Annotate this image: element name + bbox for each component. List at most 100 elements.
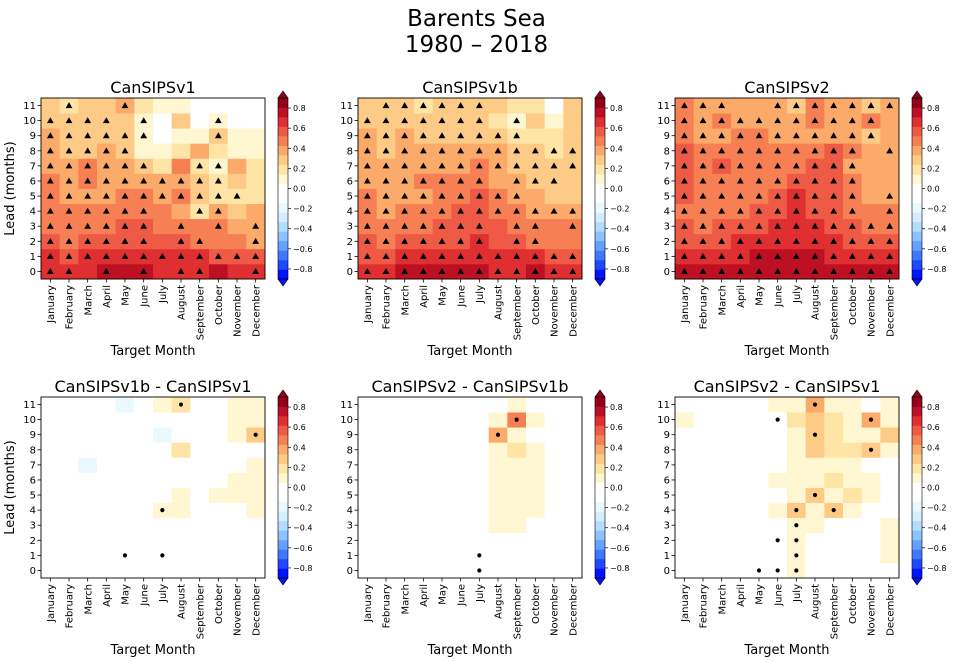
heatmap-cell [395,472,415,488]
triangle-marker [401,162,409,169]
heatmap-cell [880,547,900,564]
triangle-marker [177,222,185,229]
heatmap-cell [843,457,863,473]
triangle-marker [457,192,465,199]
triangle-marker [475,162,483,169]
colorbar-tick-label: −0.4 [610,524,629,533]
y-tick-label: 7 [30,460,36,471]
heatmap-cell [749,532,769,549]
heatmap-cell [227,397,247,413]
colorbar-band [595,416,605,426]
x-tick-label: June [139,285,150,308]
heatmap-cell [488,173,508,189]
heatmap-cell [675,427,695,443]
heatmap-cell [861,188,881,204]
heatmap-cell [544,532,564,549]
x-tick-label: July [158,584,169,603]
heatmap-cell [880,562,900,579]
triangle-marker [774,237,782,244]
heatmap-cell [861,487,881,503]
colorbar-extend-max [277,389,289,398]
colorbar-band [912,221,922,232]
heatmap-cell [526,472,546,488]
colorbar-band [278,397,288,407]
x-tick-label: March [717,584,728,614]
y-tick-label: 2 [347,536,353,547]
triangle-marker [792,207,800,214]
heatmap-cell [78,487,98,503]
y-tick-label: 9 [30,131,36,142]
triangle-marker [867,132,875,139]
triangle-marker [811,192,819,199]
heatmap-cell [693,502,713,519]
triangle-marker [830,268,838,275]
x-tick-label: December [251,583,262,636]
dot-marker [868,417,874,422]
colorbar-band [278,558,288,569]
heatmap-cell [749,442,769,458]
heatmap-cell [824,472,844,488]
heatmap-cell [675,457,695,473]
y-tick-label: 8 [30,445,36,456]
triangle-marker [382,132,390,139]
axes-frame [674,396,900,579]
heatmap-cell [563,397,583,413]
heatmap-cell [153,457,173,473]
colorbar-band [278,492,288,503]
heatmap-cell [731,457,751,473]
triangle-marker [252,237,260,244]
x-tick-label: April [419,584,430,607]
triangle-marker [382,252,390,259]
triangle-marker [382,237,390,244]
heatmap-cell [749,502,769,519]
triangle-marker [140,132,148,139]
colorbar-tick-label: 0.0 [293,185,306,194]
colorbar-band [912,492,922,503]
heatmap-cell [190,547,210,564]
triangle-marker [736,268,744,275]
dot-marker [868,447,874,452]
triangle-marker [867,117,875,124]
heatmap-cell [190,442,210,458]
colorbar-band [912,98,922,108]
heatmap-cell [115,517,135,534]
heatmap-cell [376,562,396,579]
y-tick-label: 6 [664,176,670,187]
heatmap-cell [805,457,825,473]
triangle-marker [811,132,819,139]
heatmap-cell [227,502,247,519]
heatmap-cell [414,427,434,443]
triangle-marker [457,207,465,214]
triangle-marker [214,177,222,184]
triangle-marker [699,252,707,259]
heatmap-cell [843,517,863,534]
heatmap-cell [824,562,844,579]
triangle-marker [419,252,427,259]
axes-frame [357,396,583,579]
heatmap-cell [246,562,266,579]
heatmap-cell [712,547,732,564]
triangle-marker [214,222,222,229]
colorbar-band [912,155,922,165]
heatmap-cell [470,442,490,458]
heatmap-cell [507,562,527,579]
triangle-marker [438,147,446,154]
heatmap-cell [470,487,490,503]
x-tick-label: January [680,584,691,623]
heatmap-cell [59,562,79,579]
triangle-marker [736,147,744,154]
heatmap-cell [861,532,881,549]
heatmap-cell [41,98,61,114]
triangle-marker [848,177,856,184]
heatmap-cell [768,517,788,534]
triangle-marker [121,132,129,139]
x-tick-label: April [736,285,747,308]
heatmap-cell [693,472,713,488]
triangle-marker [699,132,707,139]
heatmap-cell [563,188,583,204]
heatmap-cell [675,472,695,488]
colorbar-tick-label: −0.4 [610,225,629,234]
x-tick-label: April [102,584,113,607]
heatmap-cell [171,487,191,503]
heatmap-cell [134,562,154,579]
